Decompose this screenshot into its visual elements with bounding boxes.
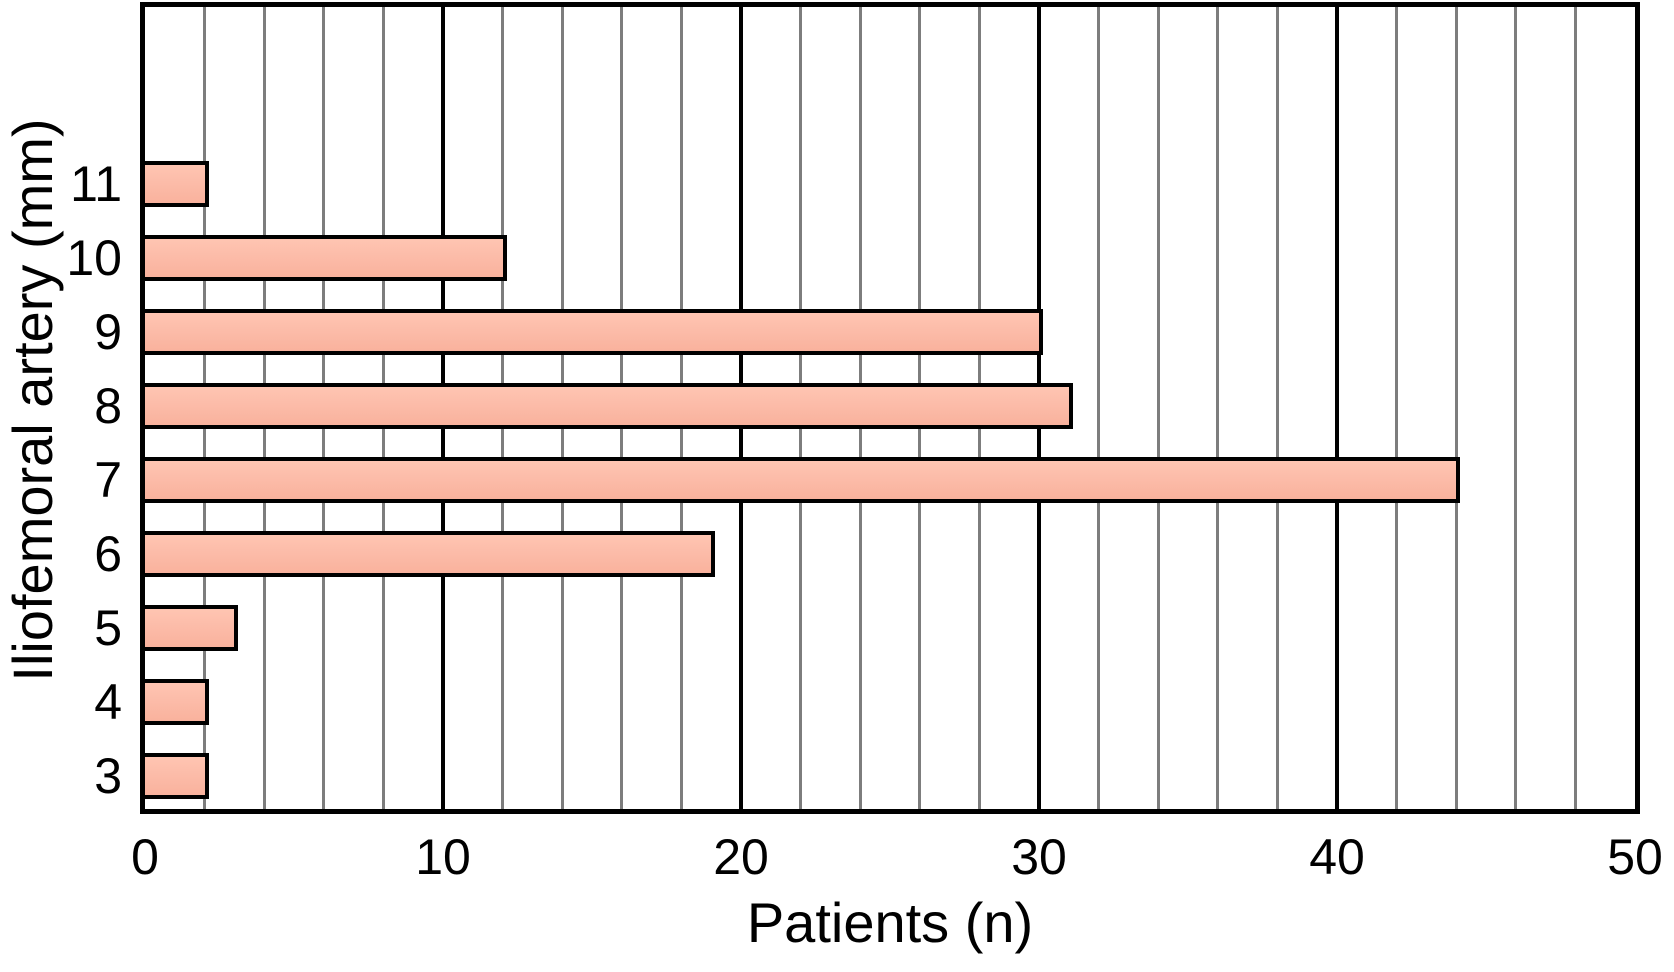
x-tick-label: 30 [1011,829,1067,885]
plot-area [140,2,1640,814]
bar-11mm [141,161,209,207]
x-tick-label: 10 [415,829,471,885]
gridline-minor [1275,7,1279,809]
y-tick-label: 9 [94,304,122,360]
gridline-minor [1395,7,1399,809]
x-tick-label: 50 [1607,829,1663,885]
y-tick-label: 7 [94,452,122,508]
gridline-minor [1156,7,1160,809]
gridline-minor [1514,7,1518,809]
bar-6mm [141,531,716,577]
bar-8mm [141,383,1073,429]
bar-7mm [141,457,1461,503]
bar-3mm [141,753,209,799]
bar-9mm [141,309,1043,355]
x-tick-label: 0 [131,829,159,885]
y-tick-label: 11 [70,156,122,212]
y-tick-label: 5 [94,600,122,656]
y-tick-label: 3 [94,748,122,804]
x-tick-label: 20 [713,829,769,885]
y-tick-label: 4 [94,674,122,730]
y-tick-label: 10 [66,230,122,286]
y-tick-label: 6 [94,526,122,582]
gridline-minor [1454,7,1458,809]
gridline-major [1335,7,1339,809]
bar-4mm [141,679,209,725]
gridline-minor [1216,7,1220,809]
y-tick-label: 8 [94,378,122,434]
bar-10mm [141,235,507,281]
x-axis-label: Patients (n) [746,891,1034,954]
gridline-minor [1573,7,1577,809]
gridline-minor [1097,7,1101,809]
bar-5mm [141,605,239,651]
y-axis-label-text: Iliofemoral artery (mm) [1,118,64,682]
x-tick-label: 40 [1309,829,1365,885]
